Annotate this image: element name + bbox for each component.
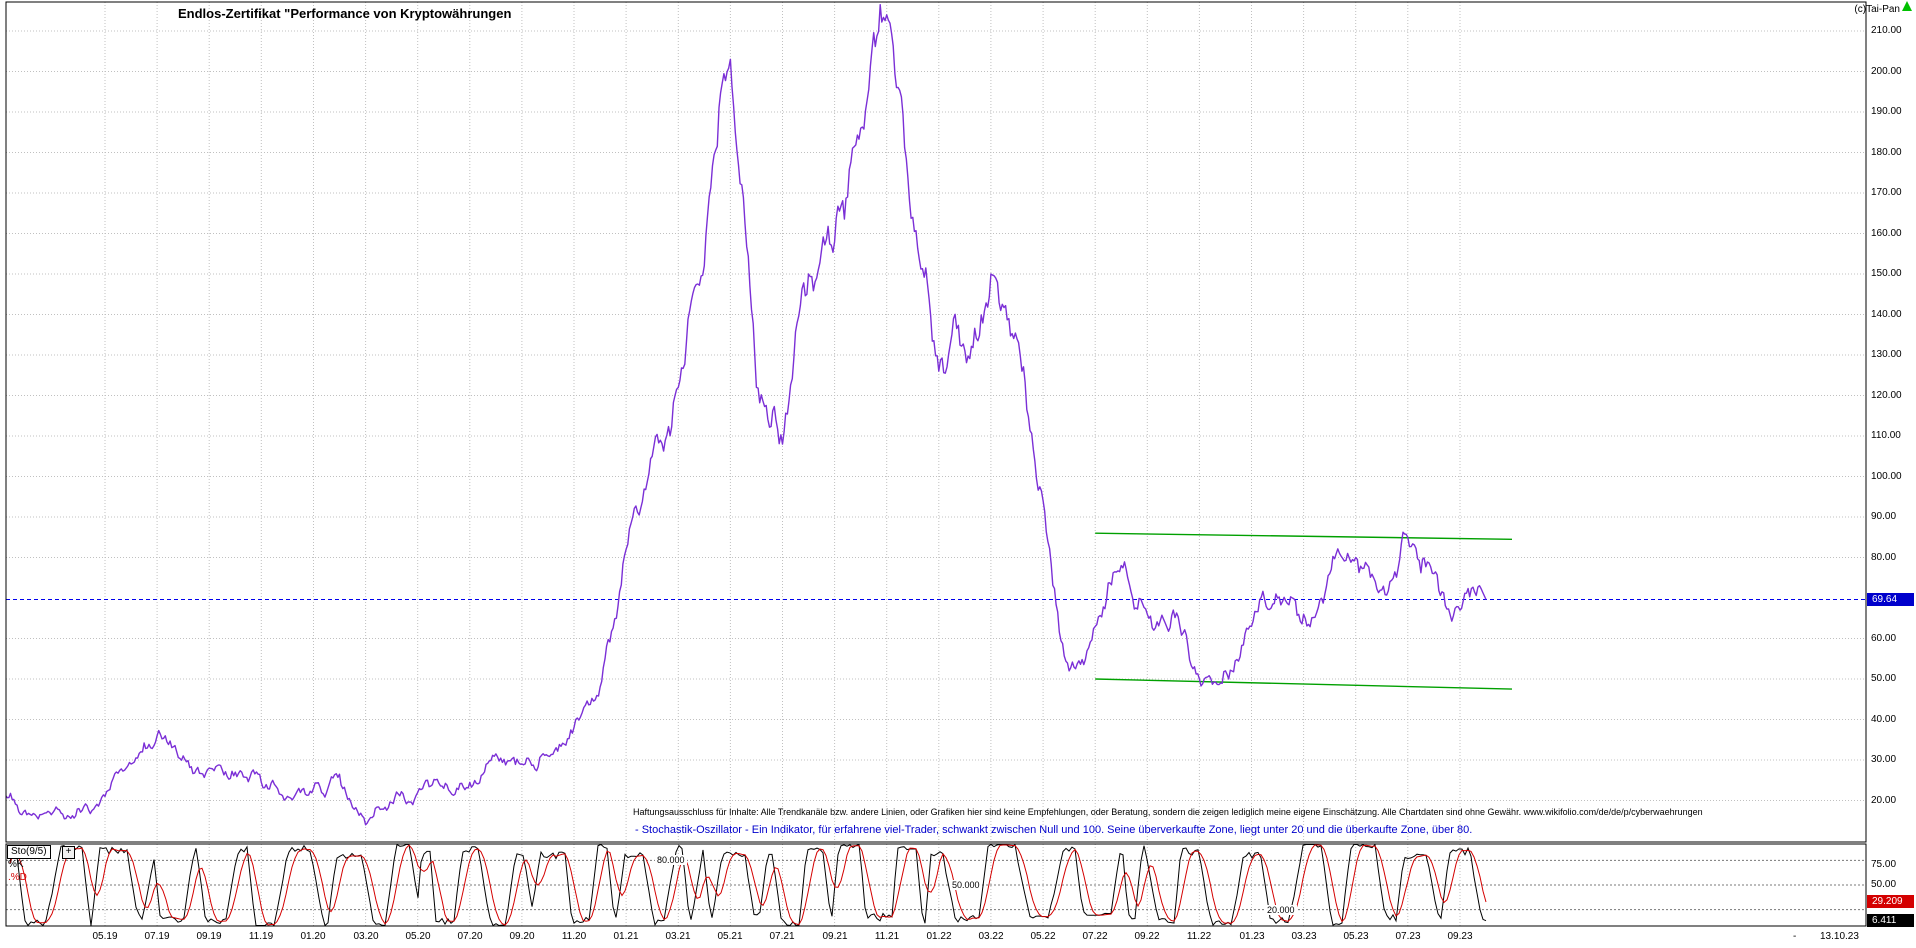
last-price-value: 69.64 <box>1872 594 1898 605</box>
resistance-line <box>1095 532 1513 540</box>
k-value-box: 6.411 <box>1867 914 1914 927</box>
d-value: 29.209 <box>1872 896 1903 907</box>
uptick-arrow-icon <box>1902 1 1912 11</box>
last-date-label: 13.10.23 <box>1820 931 1859 942</box>
main-plot-border <box>5 1 1867 843</box>
k-value: 6.411 <box>1872 915 1897 926</box>
last-date-prefix: - <box>1793 931 1797 942</box>
stochastic-d-line <box>9 844 1487 926</box>
chart-title: Endlos-Zertifikat "Performance von Krypt… <box>178 6 512 21</box>
oscillator-description: - Stochastik-Oszillator - Ein Indikator,… <box>635 824 1473 836</box>
expand-indicator-button[interactable]: + <box>62 846 75 859</box>
oscillator-plot-border <box>5 843 1867 927</box>
disclaimer-text: Haftungsausschluss für Inhalte: Alle Tre… <box>633 807 1703 817</box>
d-value-box: 29.209 <box>1867 895 1914 908</box>
d-series-label: .%D <box>8 872 27 883</box>
v-gridlines <box>104 2 1461 926</box>
price-line <box>6 3 1487 826</box>
copyright-label: (c)Tai-Pan <box>1854 4 1900 15</box>
indicator-settings-button[interactable]: Sto(9/5) <box>7 845 51 859</box>
k-series-label: %K <box>8 859 24 870</box>
h-gridlines <box>6 30 1866 801</box>
support-line <box>1095 678 1513 690</box>
last-price-box: 69.64 <box>1867 593 1914 606</box>
